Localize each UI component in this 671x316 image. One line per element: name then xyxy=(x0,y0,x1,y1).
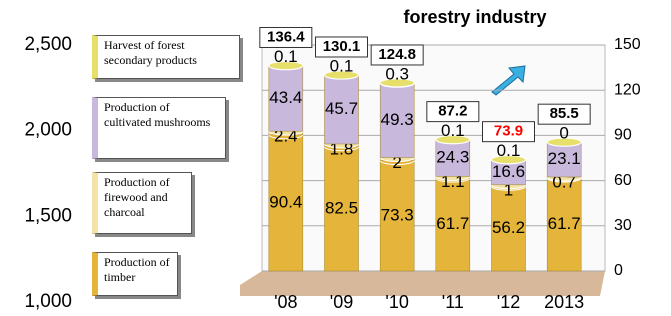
value-label: 0.1 xyxy=(274,47,298,66)
value-label: 45.7 xyxy=(325,99,358,118)
value-label: 56.2 xyxy=(492,218,525,237)
y2-tick-label: 0 xyxy=(614,262,623,279)
y2-tick-label: 150 xyxy=(614,36,641,53)
x-tick-label: '12 xyxy=(497,292,520,312)
x-tick-label: 2013 xyxy=(544,292,584,312)
y2-tick-label: 120 xyxy=(614,81,641,98)
value-label: 23.1 xyxy=(548,149,581,168)
total-label: 87.2 xyxy=(438,103,467,120)
chart: forestry industry 1,000 1,500 2,000 2,500 0 3… xyxy=(0,0,671,316)
value-label: 16.6 xyxy=(492,162,525,181)
value-label: 61.7 xyxy=(436,214,469,233)
value-label: 24.3 xyxy=(436,148,469,167)
y2-tick-label: 30 xyxy=(614,217,632,234)
value-label: 90.4 xyxy=(269,192,302,211)
y2-tick-label: 60 xyxy=(614,172,632,189)
y-tick-label: 1,000 xyxy=(24,291,72,312)
total-label: 73.9 xyxy=(494,123,523,140)
value-label: 0.1 xyxy=(497,141,521,160)
legend-entry: Production of timber xyxy=(92,252,178,296)
value-label: 0.3 xyxy=(385,64,409,83)
y-tick-label: 2,500 xyxy=(24,34,72,55)
value-label: 61.7 xyxy=(548,214,581,233)
x-tick-label: '09 xyxy=(330,292,353,312)
value-label: 82.5 xyxy=(325,198,358,217)
value-label: 49.3 xyxy=(381,110,414,129)
legend-entry: Production of cultivated mushrooms xyxy=(92,97,226,159)
value-label: 0.1 xyxy=(330,56,354,75)
legend-entry: Production of firewood and charcoal xyxy=(92,172,192,234)
total-label: 130.1 xyxy=(323,38,361,55)
y-tick-label: 2,000 xyxy=(24,120,72,141)
y2-tick-label: 90 xyxy=(614,127,632,144)
x-tick-label: '11 xyxy=(442,292,464,312)
value-label: 43.4 xyxy=(269,88,302,107)
total-label: 85.5 xyxy=(550,105,579,122)
legend-entry: Harvest of forest secondary products xyxy=(92,35,240,79)
y-tick-label: 1,500 xyxy=(24,205,72,226)
total-label: 124.8 xyxy=(378,46,416,63)
x-tick-label: '10 xyxy=(385,292,408,312)
total-label: 136.4 xyxy=(267,28,305,45)
value-label: 73.3 xyxy=(381,205,414,224)
value-label: 0 xyxy=(559,124,568,143)
value-label: 0.1 xyxy=(441,121,465,140)
x-tick-label: '08 xyxy=(274,292,297,312)
chart-title: forestry industry xyxy=(403,7,546,27)
